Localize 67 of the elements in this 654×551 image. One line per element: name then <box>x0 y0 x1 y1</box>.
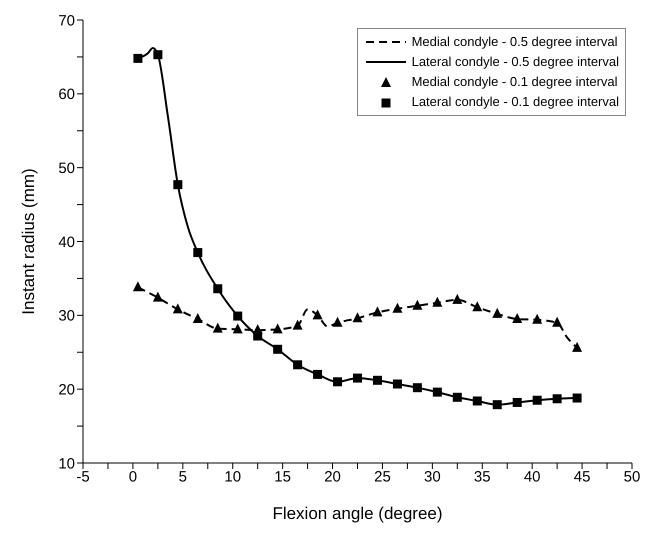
point <box>372 306 382 316</box>
x-tick-label: 0 <box>128 468 138 486</box>
point <box>472 301 482 312</box>
point <box>193 248 202 258</box>
point <box>372 376 382 385</box>
point <box>392 302 402 313</box>
point <box>432 388 442 397</box>
legend-label: Lateral condyle - 0.5 degree interval <box>412 53 619 71</box>
x-axis-title: Flexion angle (degree) <box>272 504 443 523</box>
point <box>552 316 562 327</box>
point <box>292 320 303 330</box>
point <box>472 396 482 406</box>
legend-label: Medial condyle - 0.1 degree interval <box>412 73 618 91</box>
point <box>512 313 522 324</box>
x-tick-label: 45 <box>574 468 590 486</box>
x-tick-label: 20 <box>324 468 341 486</box>
point <box>572 394 582 403</box>
point <box>232 323 243 334</box>
y-tick-label: 40 <box>58 234 75 251</box>
x-tick-label: 15 <box>274 468 291 486</box>
point <box>293 360 302 370</box>
x-tick-label: 35 <box>474 468 491 486</box>
point <box>213 284 222 294</box>
x-tick-label: -5 <box>76 468 90 486</box>
point <box>392 380 402 388</box>
x-tick-label: 50 <box>624 468 640 486</box>
point <box>532 314 542 324</box>
y-tick-label: 60 <box>58 86 75 104</box>
point <box>452 294 462 304</box>
point <box>272 323 283 334</box>
point <box>492 400 502 410</box>
x-tick-label: 25 <box>374 468 391 486</box>
point <box>233 312 242 321</box>
y-tick-label: 70 <box>58 12 75 30</box>
point <box>332 316 343 327</box>
point <box>152 292 163 302</box>
y-tick-label: 10 <box>58 455 75 472</box>
point <box>412 383 422 392</box>
point <box>212 322 223 333</box>
x-tick-label: 5 <box>178 468 187 486</box>
point <box>532 396 542 405</box>
point <box>353 374 362 383</box>
point <box>412 300 422 310</box>
point <box>273 344 282 354</box>
point <box>492 308 502 318</box>
point <box>333 377 342 386</box>
point <box>312 309 323 320</box>
point <box>352 312 362 322</box>
x-tick-label: 10 <box>224 468 242 486</box>
y-axis-title: Instant radius (mm) <box>19 168 38 315</box>
x-tick-label: 30 <box>424 468 441 486</box>
point <box>313 370 322 379</box>
y-tick-label: 30 <box>58 308 75 325</box>
legend-label: Medial condyle - 0.5 degree interval <box>412 33 618 51</box>
legend-label: Lateral condyle - 0.1 degree interval <box>412 93 619 111</box>
y-tick-label: 50 <box>58 160 75 177</box>
y-tick-label: 20 <box>58 381 75 398</box>
point <box>552 394 562 404</box>
point <box>132 281 143 292</box>
point <box>172 303 183 314</box>
point <box>253 332 262 341</box>
point <box>432 296 442 307</box>
point <box>512 398 522 407</box>
point <box>572 342 582 352</box>
point <box>452 392 462 402</box>
x-tick-label: 40 <box>524 468 541 486</box>
point <box>192 313 203 324</box>
